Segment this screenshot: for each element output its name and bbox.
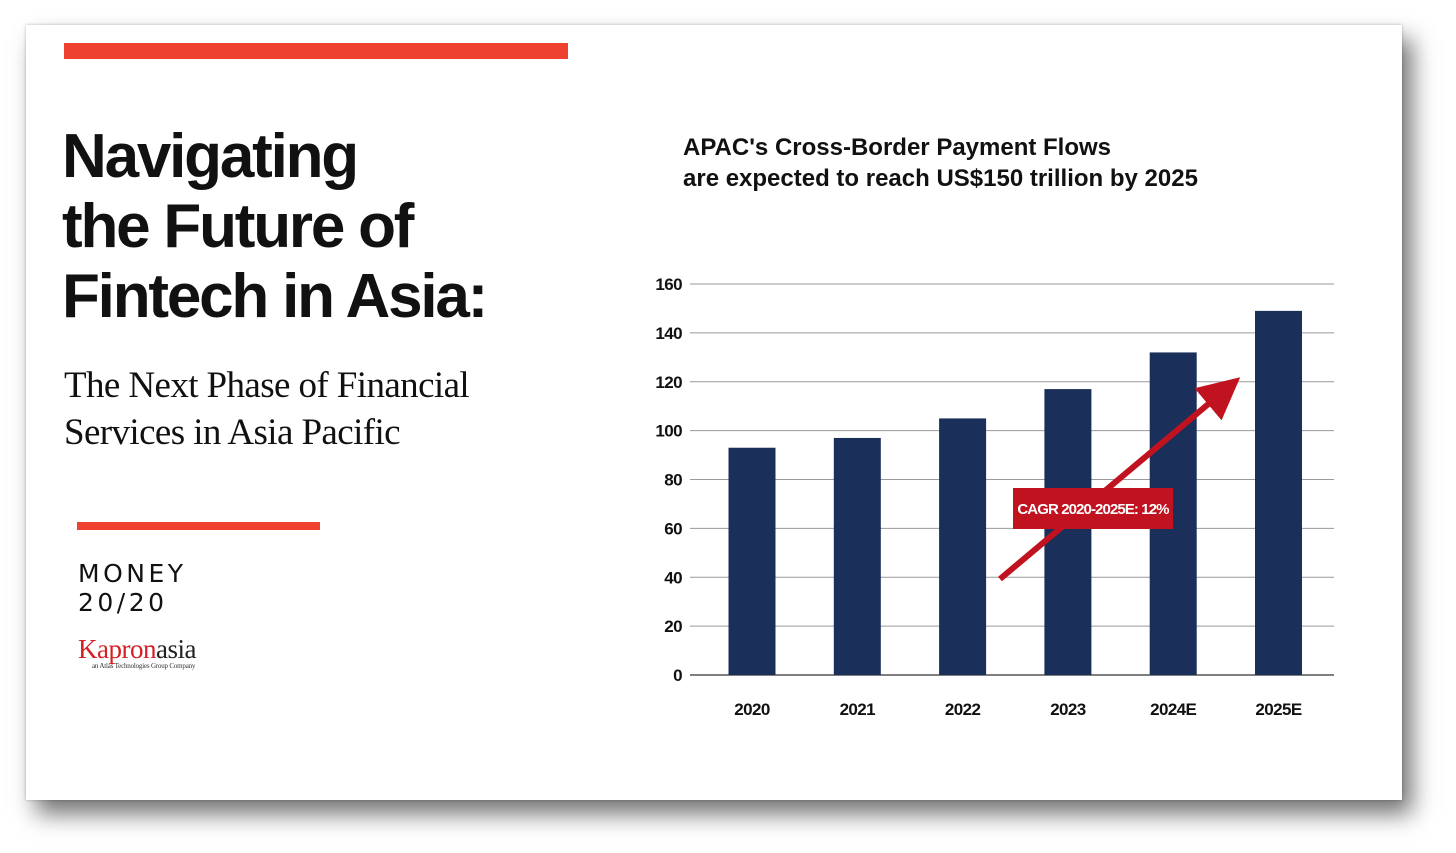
- chart-title: APAC's Cross-Border Payment Flows are ex…: [683, 132, 1323, 194]
- y-tick-label: 0: [673, 666, 682, 685]
- y-tick-label: 100: [655, 422, 682, 441]
- y-axis-ticks: 0 20 40 60 80 100 120 140 160: [655, 275, 682, 685]
- cagr-label-box: [1013, 488, 1173, 529]
- accent-bar-top: [64, 43, 568, 59]
- x-tick-label: 2022: [945, 700, 981, 719]
- accent-bar-bottom: [77, 522, 320, 530]
- bar-2021: [833, 437, 881, 675]
- chart-title-line: are expected to reach US$150 trillion by…: [683, 165, 1198, 192]
- y-tick-label: 120: [655, 373, 682, 392]
- kapronasia-logo: Kapronasia: [78, 634, 196, 664]
- x-axis-ticks: 2020 2021 2022 2023 2024E 2025E: [734, 700, 1302, 719]
- y-tick-label: 160: [655, 275, 682, 294]
- slide-title: Navigating the Future of Fintech in Asia…: [62, 122, 602, 332]
- cagr-arrow: [998, 377, 1241, 582]
- title-line: the Future of: [62, 192, 414, 261]
- kapronasia-part2: asia: [155, 634, 196, 664]
- bar-2022: [939, 418, 987, 675]
- money2020-line2: 20/20: [78, 588, 168, 617]
- money2020-logo: MONEY 20/20: [78, 559, 187, 617]
- x-tick-label: 2023: [1050, 700, 1086, 719]
- bar-2020: [728, 447, 776, 675]
- bar-2025E: [1255, 310, 1302, 675]
- x-tick-label: 2020: [734, 700, 770, 719]
- x-tick-label: 2025E: [1255, 700, 1301, 719]
- kapronasia-tagline: an Atlas Technologies Group Company: [92, 662, 196, 670]
- x-tick-label: 2021: [840, 700, 876, 719]
- y-tick-label: 140: [655, 324, 682, 343]
- subtitle-line: The Next Phase of Financial: [64, 365, 470, 406]
- y-tick-label: 80: [664, 471, 682, 490]
- chart-title-line: APAC's Cross-Border Payment Flows: [683, 134, 1112, 161]
- slide-subtitle: The Next Phase of Financial Services in …: [64, 362, 584, 456]
- y-tick-label: 60: [664, 519, 682, 538]
- y-tick-label: 20: [664, 617, 682, 636]
- title-line: Navigating: [62, 122, 359, 191]
- money2020-line1: MONEY: [78, 559, 187, 588]
- grid-lines: [690, 283, 1334, 676]
- x-tick-label: 2024E: [1150, 700, 1196, 719]
- y-tick-label: 40: [664, 568, 682, 587]
- title-line: Fintech in Asia:: [62, 262, 488, 331]
- kapronasia-part1: Kapron: [78, 634, 156, 664]
- cagr-label: CAGR 2020-2025E: 12%: [1017, 501, 1169, 518]
- subtitle-line: Services in Asia Pacific: [64, 412, 401, 453]
